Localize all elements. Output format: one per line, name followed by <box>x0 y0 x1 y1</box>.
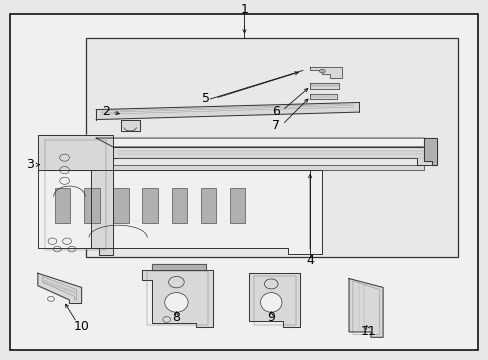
Polygon shape <box>142 270 212 327</box>
Ellipse shape <box>260 293 282 312</box>
Text: 8: 8 <box>172 311 180 324</box>
Polygon shape <box>96 103 358 120</box>
Polygon shape <box>96 138 433 147</box>
Text: 6: 6 <box>272 105 280 118</box>
Text: 5: 5 <box>201 93 209 105</box>
Polygon shape <box>38 135 113 256</box>
Text: 7: 7 <box>271 119 280 132</box>
Ellipse shape <box>164 293 188 312</box>
Ellipse shape <box>319 69 325 73</box>
Polygon shape <box>348 279 382 337</box>
Polygon shape <box>120 120 140 131</box>
Text: 4: 4 <box>305 254 313 267</box>
Bar <box>142 188 158 224</box>
Polygon shape <box>424 138 436 165</box>
Bar <box>113 188 128 224</box>
Bar <box>229 188 245 224</box>
Bar <box>201 188 216 224</box>
Polygon shape <box>249 273 300 327</box>
Text: 1: 1 <box>240 3 248 16</box>
Polygon shape <box>38 170 322 254</box>
Polygon shape <box>309 67 341 78</box>
Polygon shape <box>309 83 339 89</box>
Text: 2: 2 <box>102 105 110 118</box>
Text: 10: 10 <box>74 320 89 333</box>
Polygon shape <box>38 273 81 303</box>
Text: 11: 11 <box>360 325 376 338</box>
Text: 9: 9 <box>267 311 275 324</box>
Bar <box>86 39 458 257</box>
Polygon shape <box>152 264 205 270</box>
Bar <box>55 188 70 224</box>
Text: 3: 3 <box>25 158 34 171</box>
Polygon shape <box>113 165 424 170</box>
Bar <box>84 188 100 224</box>
Bar <box>171 188 187 224</box>
Polygon shape <box>113 147 433 165</box>
Polygon shape <box>309 94 336 99</box>
